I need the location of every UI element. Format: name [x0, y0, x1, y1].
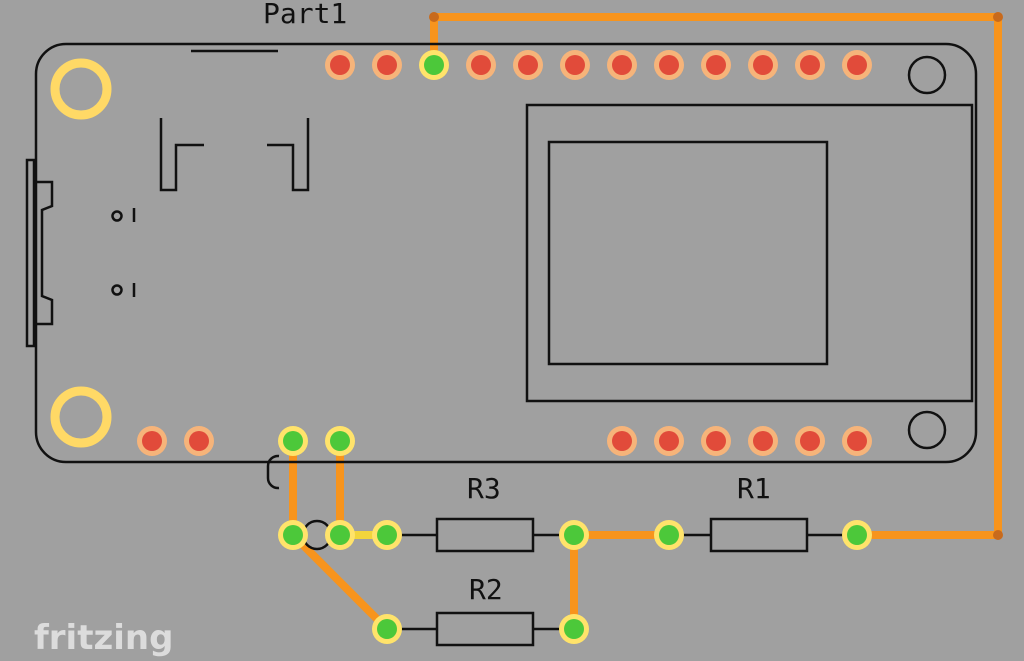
module-shield-outer[interactable] — [525, 103, 974, 403]
pad-header-top[interactable] — [424, 55, 444, 75]
usb-connector — [25, 158, 36, 348]
pad-header-top[interactable] — [612, 55, 632, 75]
usb-outline — [34, 180, 54, 326]
pad-header-top[interactable] — [377, 55, 397, 75]
pads — [137, 50, 872, 644]
pad-r3[interactable] — [377, 525, 397, 545]
pad-header-top[interactable] — [518, 55, 538, 75]
pad-r3[interactable] — [564, 525, 584, 545]
pad-header-bottom[interactable] — [659, 431, 679, 451]
antenna-left — [159, 118, 204, 192]
mount-holes — [50, 58, 112, 448]
pad-r1[interactable] — [847, 525, 867, 545]
pad-header-bottom[interactable] — [283, 431, 303, 451]
pad-r1[interactable] — [659, 525, 679, 545]
fritzing-logo: fritzing — [34, 618, 173, 658]
led — [111, 210, 123, 222]
pad-jumper[interactable] — [283, 525, 303, 545]
resistors — [387, 517, 857, 647]
pad-header-top[interactable] — [659, 55, 679, 75]
pad-header-top[interactable] — [471, 55, 491, 75]
pad-header-top[interactable] — [753, 55, 773, 75]
bend-points — [429, 12, 1003, 540]
pad-header-top[interactable] — [330, 55, 350, 75]
pad-header-bottom[interactable] — [753, 431, 773, 451]
pad-jumper[interactable] — [330, 525, 350, 545]
pad-header-bottom[interactable] — [142, 431, 162, 451]
trace-to-r2[interactable] — [289, 531, 391, 633]
pad-header-bottom[interactable] — [612, 431, 632, 451]
board-label: Part1 — [263, 0, 347, 30]
pad-header-top[interactable] — [847, 55, 867, 75]
pad-header-bottom[interactable] — [847, 431, 867, 451]
module-shield-inner — [547, 140, 829, 366]
board-outline[interactable] — [34, 42, 978, 464]
pad-header-top[interactable] — [706, 55, 726, 75]
r1-label: R1 — [737, 472, 771, 505]
pad-header-bottom[interactable] — [800, 431, 820, 451]
pad-header-top[interactable] — [800, 55, 820, 75]
bend-point[interactable] — [993, 12, 1003, 22]
bend-point[interactable] — [429, 12, 439, 22]
board-silkscreen — [25, 42, 978, 551]
pad-r2[interactable] — [377, 619, 397, 639]
mount-hole-bottom-right — [907, 410, 947, 450]
led — [111, 284, 123, 296]
capacitor-symbol — [266, 454, 280, 490]
bend-point[interactable] — [993, 530, 1003, 540]
mount-hole-top-left[interactable] — [50, 58, 112, 120]
mount-hole-bottom-left[interactable] — [50, 386, 112, 448]
pad-header-bottom[interactable] — [189, 431, 209, 451]
r3-label: R3 — [467, 472, 501, 505]
pad-header-bottom[interactable] — [330, 431, 350, 451]
pad-header-bottom[interactable] — [706, 431, 726, 451]
mount-hole-top-right — [907, 55, 947, 95]
pad-r2[interactable] — [564, 619, 584, 639]
r2-label: R2 — [469, 573, 503, 606]
pad-header-top[interactable] — [565, 55, 585, 75]
antenna-right — [267, 118, 310, 192]
